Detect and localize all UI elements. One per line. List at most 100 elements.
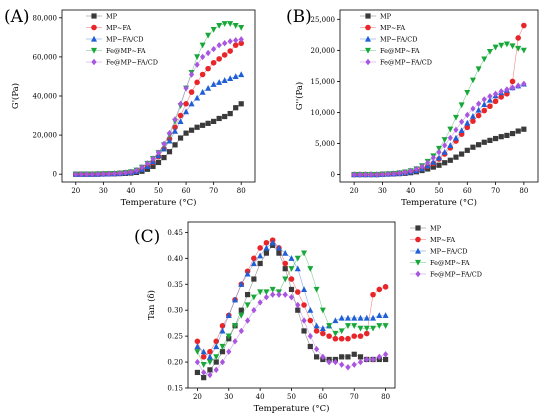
data-point [194, 54, 201, 61]
data-point [194, 349, 201, 355]
data-point [332, 317, 339, 324]
data-point [244, 292, 251, 298]
x-tick-label: 80 [237, 187, 246, 195]
data-point [244, 270, 251, 277]
data-point [188, 71, 195, 78]
data-point [207, 367, 213, 373]
y-tick-label: 15,000 [311, 78, 336, 86]
y-tick-label: 0 [331, 171, 335, 179]
legend-marker [365, 35, 371, 42]
legend-marker [91, 47, 97, 54]
legend-label: Fe@MP~FA [380, 47, 420, 55]
x-tick-label: 50 [154, 187, 163, 195]
data-point [238, 327, 244, 335]
data-point [408, 167, 414, 175]
data-point [464, 111, 470, 119]
y-tick-label: 0 [53, 171, 57, 179]
data-point [270, 291, 276, 298]
data-point [351, 333, 358, 339]
data-point [288, 266, 295, 272]
data-point [441, 148, 448, 155]
data-point [458, 102, 465, 109]
data-point [351, 323, 358, 329]
data-point [216, 115, 222, 122]
data-point [78, 170, 84, 178]
data-point [447, 157, 453, 163]
data-point [470, 118, 476, 124]
series-2 [194, 239, 389, 360]
data-point [464, 124, 471, 131]
data-point [288, 255, 295, 261]
legend-label: MP~FA/CD [380, 35, 418, 43]
x-axis-label: Temperature (°C) [121, 197, 197, 208]
data-point [481, 56, 488, 63]
data-point [251, 306, 257, 314]
data-point [492, 44, 499, 51]
data-point [166, 129, 173, 137]
data-point [172, 142, 178, 148]
data-point [250, 260, 257, 267]
data-point [232, 23, 239, 29]
data-point [238, 71, 245, 78]
data-point [263, 294, 270, 301]
plot-frame [187, 221, 396, 389]
data-point [172, 116, 178, 123]
data-point [509, 78, 516, 85]
data-point [376, 323, 383, 329]
x-tick-label: 80 [381, 393, 390, 401]
data-point [282, 276, 289, 283]
data-point [368, 171, 374, 178]
series-0 [73, 101, 244, 177]
x-tick-label: 30 [99, 187, 108, 195]
legend-entry: Fe@MP~FA/CD [86, 58, 158, 66]
data-point [194, 124, 200, 130]
x-tick-label: 70 [350, 393, 359, 401]
data-point [205, 49, 211, 57]
data-point [332, 358, 339, 366]
data-point [227, 21, 234, 27]
panel-label: (A) [4, 7, 30, 27]
data-point [150, 155, 156, 162]
data-point [222, 113, 228, 120]
data-point [481, 101, 488, 107]
y-axis-label: Tan (δ) [146, 290, 157, 320]
data-point [313, 345, 320, 353]
data-point [363, 325, 370, 332]
data-point [498, 94, 505, 100]
data-point [374, 171, 380, 178]
data-point [364, 356, 370, 363]
data-point [376, 312, 383, 318]
data-point [498, 134, 504, 140]
legend-marker [415, 270, 421, 278]
data-point [206, 359, 213, 366]
data-point [200, 362, 207, 368]
x-tick-label: 30 [378, 187, 387, 195]
data-point [332, 335, 339, 342]
legend-label: MP~FA [380, 24, 405, 32]
data-point [238, 281, 245, 287]
data-point [492, 135, 499, 142]
data-point [227, 48, 233, 54]
panel-label: (C) [134, 227, 160, 247]
data-point [263, 244, 270, 251]
data-point [161, 154, 167, 161]
data-point [219, 327, 226, 334]
data-point [301, 302, 307, 308]
data-point [447, 142, 454, 148]
y-axis-label: G'(Pa) [10, 83, 21, 109]
data-point [313, 328, 320, 334]
data-point [464, 119, 471, 126]
legend-label: Fe@MP~FA/CD [380, 58, 432, 66]
data-point [476, 142, 482, 148]
legend-entry: MP~FA/CD [360, 35, 418, 43]
data-point [382, 284, 389, 290]
data-point [469, 112, 476, 119]
legend-entry: MP~FA/CD [86, 35, 144, 43]
data-point [503, 41, 510, 48]
data-point [487, 137, 493, 143]
data-point [344, 314, 351, 321]
data-point [470, 105, 476, 112]
legend-marker [91, 13, 97, 19]
data-point [161, 140, 167, 148]
data-point [459, 118, 465, 125]
